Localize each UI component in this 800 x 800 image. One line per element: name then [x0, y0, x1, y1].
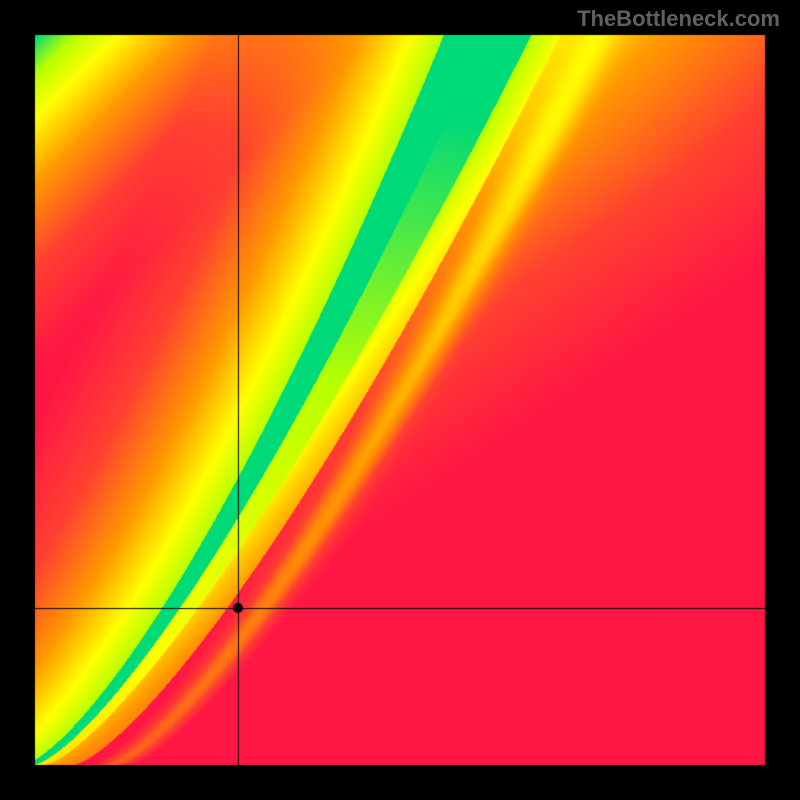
- watermark-text: TheBottleneck.com: [577, 6, 780, 32]
- bottleneck-heatmap-plot: [0, 0, 800, 800]
